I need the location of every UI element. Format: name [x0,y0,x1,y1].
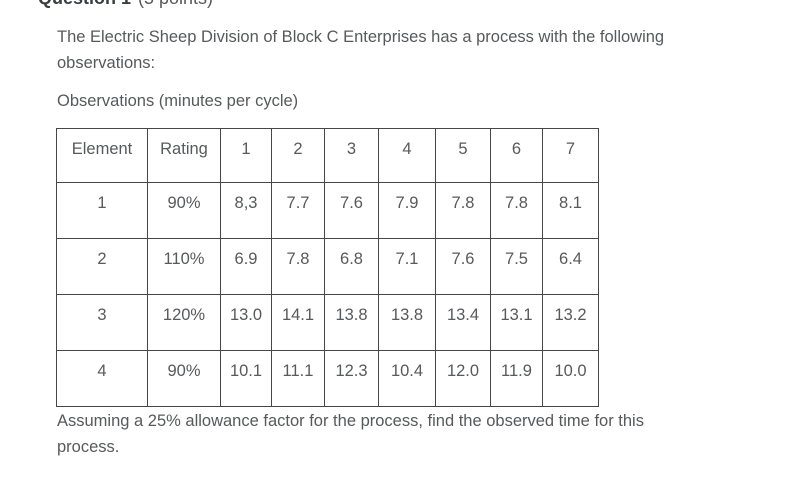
question-title: Question 1 [38,0,131,8]
observations-table: Element Rating 1 2 3 4 5 6 7 1 90% 8,3 7… [56,128,599,407]
table-row-element-4: 4 90% 10.1 11.1 12.3 10.4 12.0 11.9 10.0 [56,350,599,407]
table-cell: 13.4 [435,294,491,351]
table-cell: 7.6 [435,238,491,295]
question-header: Question 1 (5 points) [38,0,213,10]
table-cell: 11.1 [271,350,325,407]
table-row-element-2: 2 110% 6.9 7.8 6.8 7.1 7.6 7.5 6.4 [56,238,599,295]
question-points: (5 points) [138,0,213,8]
table-cell: 7.1 [378,238,436,295]
table-cell: 7.7 [271,182,325,239]
table-row-element-3: 3 120% 13.0 14.1 13.8 13.8 13.4 13.1 13.… [56,294,599,351]
table-caption: Observations (minutes per cycle) [57,92,299,110]
column-header-cycle-2: 2 [271,128,325,183]
table-cell: 2 [56,238,148,295]
intro-line-2: observations: [57,54,156,72]
table-cell: 7.8 [435,182,491,239]
column-header-cycle-1: 1 [220,128,272,183]
table-cell: 90% [147,350,221,407]
table-cell: 13.8 [378,294,436,351]
table-cell: 7.6 [324,182,379,239]
table-cell: 1 [56,182,148,239]
table-cell: 6.8 [324,238,379,295]
table-cell: 7.5 [490,238,543,295]
table-cell: 90% [147,182,221,239]
column-header-cycle-4: 4 [378,128,436,183]
header-row: Element Rating 1 2 3 4 5 6 7 [56,128,599,183]
table-cell: 7.8 [490,182,543,239]
table-cell: 6.9 [220,238,272,295]
table-cell: 13.8 [324,294,379,351]
column-header-element: Element [56,128,148,183]
table-cell: 10.0 [542,350,599,407]
footer-paragraph: Assuming a 25% allowance factor for the … [57,408,644,460]
table-cell: 3 [56,294,148,351]
table-cell: 7.8 [271,238,325,295]
table-cell: 14.1 [271,294,325,351]
column-header-cycle-7: 7 [542,128,599,183]
table-row-element-1: 1 90% 8,3 7.7 7.6 7.9 7.8 7.8 8.1 [56,182,599,239]
table-cell: 8,3 [220,182,272,239]
table-cell: 10.1 [220,350,272,407]
column-header-cycle-3: 3 [324,128,379,183]
column-header-cycle-5: 5 [435,128,491,183]
intro-line-1: The Electric Sheep Division of Block C E… [57,28,665,46]
table-cell: 4 [56,350,148,407]
footer-line-1: Assuming a 25% allowance factor for the … [57,412,644,430]
column-header-cycle-6: 6 [490,128,543,183]
intro-paragraph: The Electric Sheep Division of Block C E… [57,24,664,76]
table-cell: 12.3 [324,350,379,407]
table-cell: 13.2 [542,294,599,351]
table-cell: 10.4 [378,350,436,407]
table-cell: 11.9 [490,350,543,407]
table-cell: 12.0 [435,350,491,407]
table-cell: 13.0 [220,294,272,351]
table-cell: 120% [147,294,221,351]
footer-line-2: process. [57,438,120,456]
column-header-rating: Rating [147,128,221,183]
table-cell: 13.1 [490,294,543,351]
table-cell: 7.9 [378,182,436,239]
table-cell: 6.4 [542,238,599,295]
table-cell: 8.1 [542,182,599,239]
table-cell: 110% [147,238,221,295]
